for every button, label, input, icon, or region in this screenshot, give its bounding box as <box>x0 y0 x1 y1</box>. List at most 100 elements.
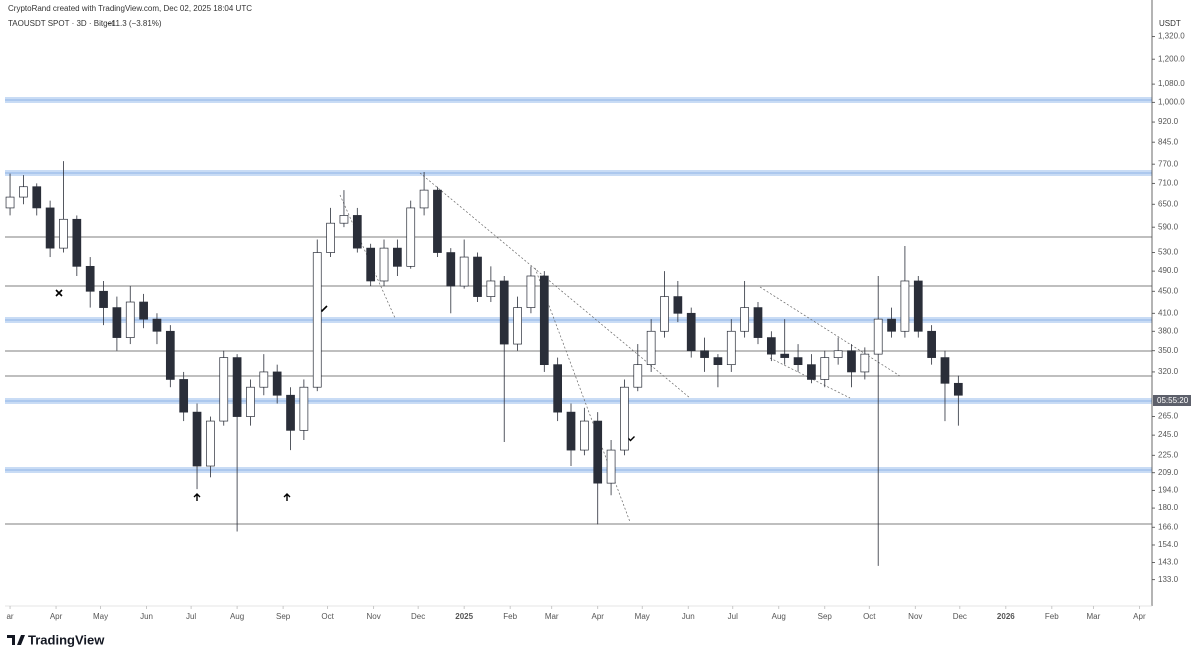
candle-body <box>259 371 269 388</box>
candle-body <box>299 386 309 431</box>
y-tick-label: 450.0 <box>1158 286 1179 295</box>
candle-body <box>112 307 122 338</box>
x-tick-label: Jun <box>140 612 153 621</box>
candle-body <box>887 318 896 332</box>
change: −11.3 (−3.81%) <box>107 19 162 28</box>
candle-body <box>85 265 95 292</box>
candle-body <box>433 189 442 253</box>
y-tick-label: 225.0 <box>1158 450 1179 459</box>
x-tick-label: Jul <box>186 612 196 621</box>
y-tick-label: 410.0 <box>1158 308 1179 317</box>
candle-body <box>339 215 349 224</box>
candle-body <box>379 247 389 282</box>
candle-body <box>700 350 709 358</box>
x-tick-label: Mar <box>545 612 559 621</box>
candle-body <box>927 330 936 358</box>
countdown: 05:55:20 <box>1157 396 1189 405</box>
y-tick-label: 154.0 <box>1158 540 1179 549</box>
candle-body <box>459 256 469 287</box>
candle-body <box>780 353 790 358</box>
y-tick-label: 1,200.0 <box>1158 54 1185 63</box>
x-tick-label: Nov <box>908 612 922 621</box>
y-tick-label: 265.0 <box>1158 412 1179 421</box>
candle-body <box>553 364 563 413</box>
y-tick-label: 1,320.0 <box>1158 32 1185 41</box>
drawings <box>5 97 1152 525</box>
x-tick-label: Sep <box>818 612 833 621</box>
x-tick-label: Feb <box>503 612 517 621</box>
candle-body <box>45 207 55 249</box>
candle-body <box>312 252 322 388</box>
candle-body <box>232 357 242 417</box>
y-tick-label: 209.0 <box>1158 468 1179 477</box>
y-tick-label: 845.0 <box>1158 137 1179 146</box>
candle-body <box>580 420 589 451</box>
candle-body <box>606 449 616 484</box>
x-tick-label: Mar <box>1086 612 1100 621</box>
candle-body <box>59 218 68 249</box>
y-tick-label: 320.0 <box>1158 367 1179 376</box>
y-tick-label: 180.0 <box>1158 503 1179 512</box>
candle-body <box>206 420 215 467</box>
y-tick-label: 920.0 <box>1158 117 1179 126</box>
credit: CryptoRand created with TradingView.com,… <box>8 4 252 13</box>
x-tick-label: Apr <box>1133 612 1146 621</box>
x-tick-label: Dec <box>411 612 425 621</box>
x-tick-label: Jul <box>728 612 738 621</box>
candle-body <box>219 357 229 422</box>
x-tick-label: Oct <box>863 612 876 621</box>
candle-body <box>499 280 509 345</box>
y-tick-label: 166.0 <box>1158 522 1179 531</box>
countdown-box <box>1153 395 1191 406</box>
candle-body <box>72 218 82 267</box>
y-tick-label: 143.0 <box>1158 558 1179 567</box>
y-tick-label: 194.0 <box>1158 485 1179 494</box>
candle-body <box>286 394 295 431</box>
candle-body <box>125 301 135 338</box>
candle-body <box>686 312 696 352</box>
candle-body <box>793 357 803 366</box>
candle-body <box>165 330 175 380</box>
x-tick-label: Oct <box>321 612 334 621</box>
x-tick-label: May <box>93 612 108 621</box>
candle-body <box>246 386 255 417</box>
candle-body <box>32 186 42 209</box>
currency: USDT <box>1159 19 1181 28</box>
candle-body <box>913 280 923 332</box>
symbol: TAOUSDT SPOT · 3D · Bitget <box>8 19 115 28</box>
x-tick-label: Feb <box>1045 612 1059 621</box>
candle-body <box>192 411 202 467</box>
candle-body <box>766 337 776 355</box>
candle-body <box>753 307 763 338</box>
candle-body <box>953 382 963 396</box>
x-tick-label: ar <box>6 612 13 621</box>
candle-body <box>713 357 723 366</box>
candle-body <box>633 364 643 388</box>
candle-body <box>19 186 28 198</box>
y-tick-label: 650.0 <box>1158 199 1179 208</box>
candle-body <box>807 364 816 380</box>
candle-body <box>726 330 736 366</box>
x-tick-label: Sep <box>276 612 291 621</box>
y-tick-label: 133.0 <box>1158 575 1179 584</box>
candle-body <box>366 247 376 282</box>
y-tick-label: 530.0 <box>1158 248 1179 257</box>
y-tick-label: 380.0 <box>1158 326 1179 335</box>
y-tick-label: 490.0 <box>1158 266 1179 275</box>
candle-body <box>673 296 683 314</box>
x-tick-label: 2025 <box>455 612 473 621</box>
candle-body <box>646 330 656 366</box>
candle-body <box>526 275 536 308</box>
logo-text: TradingView <box>28 632 105 647</box>
candle-body <box>833 350 843 358</box>
candle-body <box>847 350 856 373</box>
candle-body <box>566 411 576 451</box>
x-tick-label: 2026 <box>997 612 1015 621</box>
x-tick-label: May <box>635 612 650 621</box>
candles <box>5 161 963 566</box>
x-tick-label: Nov <box>367 612 381 621</box>
candle-body <box>352 215 362 249</box>
candle-body <box>486 280 496 297</box>
x-tick-label: Jun <box>682 612 695 621</box>
